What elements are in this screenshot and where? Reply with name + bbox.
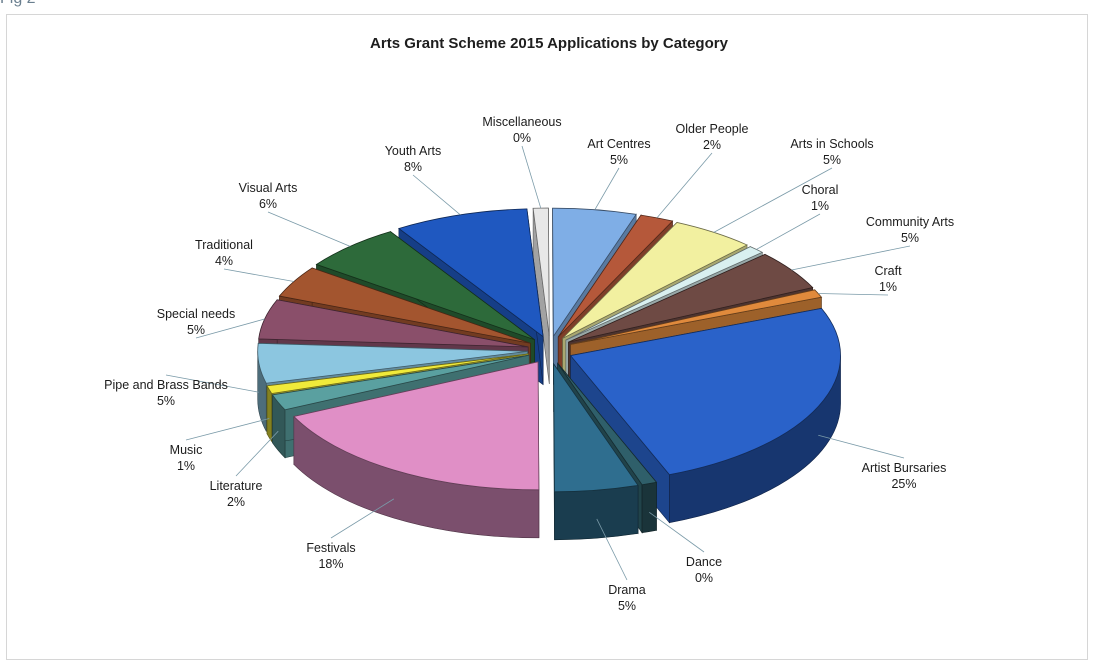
slice-percent-traditional: 4% [215,254,233,268]
slice-label-choral: Choral [802,183,839,197]
slice-percent-festivals: 18% [318,557,343,571]
slice-percent-drama: 5% [618,599,636,613]
pie-slice-festivals [293,361,540,539]
slice-percent-older-people: 2% [703,138,721,152]
slice-percent-youth-arts: 8% [404,160,422,174]
leader-line-traditional [223,268,294,282]
slice-percent-arts-in-schools: 5% [823,153,841,167]
slice-label-youth-arts: Youth Arts [385,144,442,158]
leader-line-literature [235,430,279,477]
pie-slice-miscellaneous [532,207,550,385]
chart-title: Arts Grant Scheme 2015 Applications by C… [370,35,729,52]
slice-percent-pipe-and-brass-bands: 5% [157,394,175,408]
slice-label-traditional: Traditional [195,238,253,252]
slice-label-craft: Craft [874,264,902,278]
slice-label-literature: Literature [210,479,263,493]
slice-percent-visual-arts: 6% [259,197,277,211]
slice-percent-music: 1% [177,459,195,473]
slice-label-special-needs: Special needs [157,307,236,321]
leader-line-visual-arts [267,211,351,247]
leader-line-dance [649,512,705,553]
slice-label-dance: Dance [686,555,722,569]
slice-percent-choral: 1% [811,199,829,213]
slice-percent-craft: 1% [879,280,897,294]
leader-line-arts-in-schools [713,167,833,233]
pie-slice-drama [553,362,639,541]
slice-percent-special-needs: 5% [187,323,205,337]
leader-line-art-centres [594,167,620,210]
leader-line-special-needs [195,318,265,339]
leader-line-choral [756,213,821,250]
leader-line-community-arts [791,245,911,271]
slice-label-festivals: Festivals [306,541,355,555]
slice-percent-art-centres: 5% [610,153,628,167]
slice-label-arts-in-schools: Arts in Schools [790,137,873,151]
slice-label-artist-bursaries: Artist Bursaries [862,461,947,475]
slice-percent-miscellaneous: 0% [513,131,531,145]
slice-label-older-people: Older People [676,122,749,136]
leaders-layer [165,145,911,581]
slice-label-visual-arts: Visual Arts [239,181,298,195]
leader-line-older-people [656,152,713,219]
slice-percent-community-arts: 5% [901,231,919,245]
slice-percent-artist-bursaries: 25% [891,477,916,491]
leader-line-festivals [330,498,395,539]
slice-label-miscellaneous: Miscellaneous [482,115,561,129]
leader-line-miscellaneous [521,145,542,209]
slice-percent-literature: 2% [227,495,245,509]
leader-line-artist-bursaries [818,434,905,459]
leader-line-pipe-and-brass-bands [165,374,259,393]
slice-percent-dance: 0% [695,571,713,585]
slices-layer [257,207,841,541]
leader-line-music [185,418,270,441]
leader-line-craft [818,293,889,296]
slice-label-community-arts: Community Arts [866,215,954,229]
slice-label-art-centres: Art Centres [587,137,650,151]
slice-label-pipe-and-brass-bands: Pipe and Brass Bands [104,378,228,392]
slice-label-music: Music [170,443,203,457]
leader-line-drama [596,518,628,581]
slice-label-drama: Drama [608,583,646,597]
leader-line-youth-arts [412,174,461,216]
labels-layer: Miscellaneous 0% Art Centres 5% Older People… [104,115,954,613]
figure-label: Fig 2 [0,0,36,8]
